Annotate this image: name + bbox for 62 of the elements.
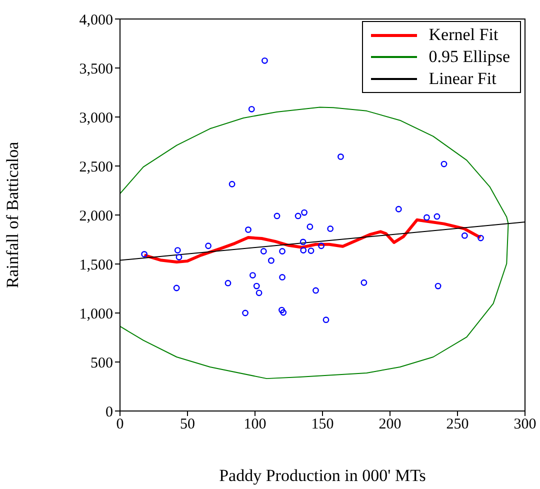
y-axis-title: Rainfall of Batticaloa (3, 141, 22, 288)
point (301, 209, 308, 216)
point (248, 106, 255, 112)
y-tick-label: 500 (90, 355, 113, 372)
point (262, 57, 268, 64)
point (260, 248, 267, 254)
point (434, 282, 442, 290)
point (279, 248, 286, 254)
point (360, 279, 368, 286)
point (253, 282, 260, 290)
point (338, 153, 344, 160)
y-tick-label: 0 (106, 404, 113, 420)
point (395, 206, 402, 212)
legend-label: 0.95 Ellipse (428, 47, 510, 67)
line-series (120, 106, 509, 380)
point (173, 284, 180, 292)
y-tick-label: 2,500 (79, 159, 113, 176)
point (322, 316, 330, 324)
point (268, 257, 274, 264)
y-tick-label: 1,000 (79, 306, 113, 322)
point (306, 224, 314, 230)
y-tick-label: 3,000 (79, 110, 113, 126)
y-tick-label: 1,500 (79, 257, 113, 274)
x-tick-label: 300 (514, 416, 536, 433)
y-tick-label: 2,000 (79, 208, 113, 224)
point (224, 280, 232, 286)
x-tick-label: 50 (180, 416, 195, 433)
x-tick-label: 150 (311, 416, 334, 433)
point (424, 214, 430, 221)
point (294, 212, 302, 220)
point (174, 247, 181, 254)
point (280, 309, 287, 316)
point (440, 160, 448, 168)
point (327, 226, 334, 232)
y-tick-label: 3,500 (79, 61, 113, 78)
point (278, 306, 285, 314)
point (256, 290, 262, 296)
x-tick-label: 0 (116, 416, 124, 433)
x-tick-label: 200 (378, 416, 402, 433)
x-axis-title: Paddy Production in 000' MTs (219, 466, 426, 485)
x-tick-label: 250 (446, 416, 469, 433)
point (461, 232, 468, 239)
point (308, 248, 314, 254)
point (242, 310, 248, 316)
point (478, 234, 484, 242)
point (250, 272, 256, 278)
y-tick-label: 4,000 (79, 12, 113, 28)
point (300, 247, 307, 254)
legend-label: Linear Fit (428, 69, 496, 89)
x-tick-label: 100 (244, 416, 266, 433)
point (141, 251, 148, 258)
point (205, 242, 212, 250)
point (300, 238, 306, 246)
legend-label: Kernel Fit (428, 25, 498, 45)
point (228, 180, 236, 188)
point (176, 254, 182, 260)
point (434, 213, 440, 220)
point (312, 287, 319, 294)
point (274, 212, 280, 220)
point (245, 226, 252, 233)
point (279, 274, 286, 280)
point (318, 242, 324, 250)
